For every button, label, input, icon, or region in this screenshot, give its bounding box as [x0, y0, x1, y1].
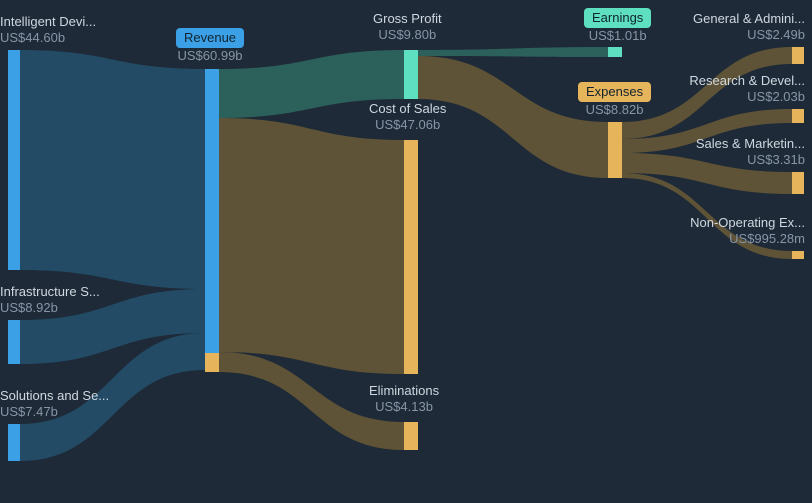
link-intelligent_devices-revenue — [20, 50, 205, 289]
label-gross_profit: Gross ProfitUS$9.80b — [373, 11, 442, 44]
node-rd — [792, 109, 804, 123]
label-ga-value: US$2.49b — [693, 27, 805, 43]
label-nonop-name: Non-Operating Ex... — [690, 215, 805, 231]
label-eliminations: EliminationsUS$4.13b — [369, 383, 439, 416]
link-revenue-cost_of_sales — [219, 118, 404, 374]
label-gross_profit-value: US$9.80b — [373, 27, 442, 43]
label-ga: General & Admini...US$2.49b — [693, 11, 805, 44]
label-nonop-value: US$995.28m — [690, 231, 805, 247]
label-revenue-value: US$60.99b — [176, 48, 244, 64]
label-infrastructure: Infrastructure S...US$8.92b — [0, 284, 100, 317]
label-expenses-value: US$8.82b — [578, 102, 651, 118]
label-nonop: Non-Operating Ex...US$995.28m — [690, 215, 805, 248]
node-nonop — [792, 251, 804, 259]
label-intelligent_devices-value: US$44.60b — [0, 30, 96, 46]
node-cost_of_sales — [404, 140, 418, 374]
label-solutions-name: Solutions and Se... — [0, 388, 109, 404]
label-intelligent_devices-name: Intelligent Devi... — [0, 14, 96, 30]
node-revenue-top — [205, 69, 219, 353]
node-expenses — [608, 122, 622, 178]
label-earnings-value: US$1.01b — [584, 28, 651, 44]
label-eliminations-value: US$4.13b — [369, 399, 439, 415]
label-cost_of_sales: Cost of SalesUS$47.06b — [369, 101, 446, 134]
node-earnings — [608, 47, 622, 57]
label-rd-value: US$2.03b — [689, 89, 805, 105]
node-infrastructure — [8, 320, 20, 364]
node-sm — [792, 172, 804, 194]
label-infrastructure-value: US$8.92b — [0, 300, 100, 316]
label-cost_of_sales-value: US$47.06b — [369, 117, 446, 133]
link-gross_profit-earnings — [418, 47, 608, 57]
label-sm: Sales & Marketin...US$3.31b — [696, 136, 805, 169]
label-ga-name: General & Admini... — [693, 11, 805, 27]
label-solutions: Solutions and Se...US$7.47b — [0, 388, 109, 421]
label-earnings: EarningsUS$1.01b — [584, 8, 651, 45]
label-solutions-value: US$7.47b — [0, 404, 109, 420]
label-expenses: ExpensesUS$8.82b — [578, 82, 651, 119]
label-revenue-name: Revenue — [176, 28, 244, 48]
label-intelligent_devices: Intelligent Devi...US$44.60b — [0, 14, 96, 47]
label-sm-value: US$3.31b — [696, 152, 805, 168]
label-infrastructure-name: Infrastructure S... — [0, 284, 100, 300]
label-gross_profit-name: Gross Profit — [373, 11, 442, 27]
label-expenses-name: Expenses — [578, 82, 651, 102]
label-sm-name: Sales & Marketin... — [696, 136, 805, 152]
label-earnings-name: Earnings — [584, 8, 651, 28]
node-ga — [792, 47, 804, 64]
node-eliminations — [404, 422, 418, 450]
node-intelligent_devices — [8, 50, 20, 270]
label-rd: Research & Devel...US$2.03b — [689, 73, 805, 106]
node-revenue-bottom — [205, 353, 219, 372]
label-rd-name: Research & Devel... — [689, 73, 805, 89]
label-eliminations-name: Eliminations — [369, 383, 439, 399]
label-revenue: RevenueUS$60.99b — [176, 28, 244, 65]
node-solutions — [8, 424, 20, 461]
node-gross_profit — [404, 50, 418, 99]
label-cost_of_sales-name: Cost of Sales — [369, 101, 446, 117]
